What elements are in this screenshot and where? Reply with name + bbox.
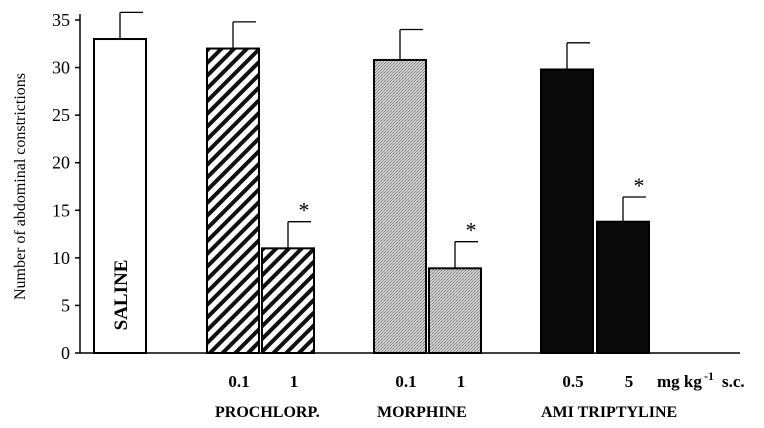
- bars: [93, 11, 650, 355]
- y-axis-label: Number of abdominal constrictions: [12, 73, 29, 300]
- bar: [428, 267, 482, 354]
- unit-label: mg kg: [657, 372, 702, 391]
- bar: [596, 220, 650, 354]
- route-label: s.c.: [722, 372, 745, 391]
- y-tick-label: 10: [52, 248, 70, 268]
- dose-label: 0.1: [228, 372, 249, 391]
- group-label: AMI TRIPTYLINE: [541, 404, 677, 421]
- bar: [261, 247, 315, 354]
- bar: [93, 38, 147, 355]
- group-label: PROCHLORP.: [215, 404, 320, 421]
- y-tick-label: 15: [52, 200, 70, 220]
- dose-label: 1: [457, 372, 466, 391]
- y-tick-label: 30: [52, 58, 70, 78]
- y-tick-label: 35: [52, 10, 70, 30]
- significance-marker: *: [299, 198, 310, 223]
- unit-exponent: -1: [704, 369, 714, 383]
- significance-marker: *: [466, 218, 477, 243]
- y-tick-label: 25: [52, 105, 70, 125]
- dose-label: 1: [290, 372, 299, 391]
- bar-inner-label: SALINE: [111, 260, 132, 331]
- significance-marker: *: [634, 173, 645, 198]
- bar: [206, 47, 260, 355]
- y-tick-label: 5: [61, 295, 70, 315]
- dose-label: 5: [625, 372, 634, 391]
- dose-label: 0.5: [562, 372, 583, 391]
- y-tick-label: 20: [52, 153, 70, 173]
- y-tick-label: 0: [61, 343, 70, 363]
- group-label: MORPHINE: [377, 404, 467, 421]
- bar: [540, 68, 594, 355]
- bar: [373, 58, 427, 355]
- dose-label: 0.1: [395, 372, 416, 391]
